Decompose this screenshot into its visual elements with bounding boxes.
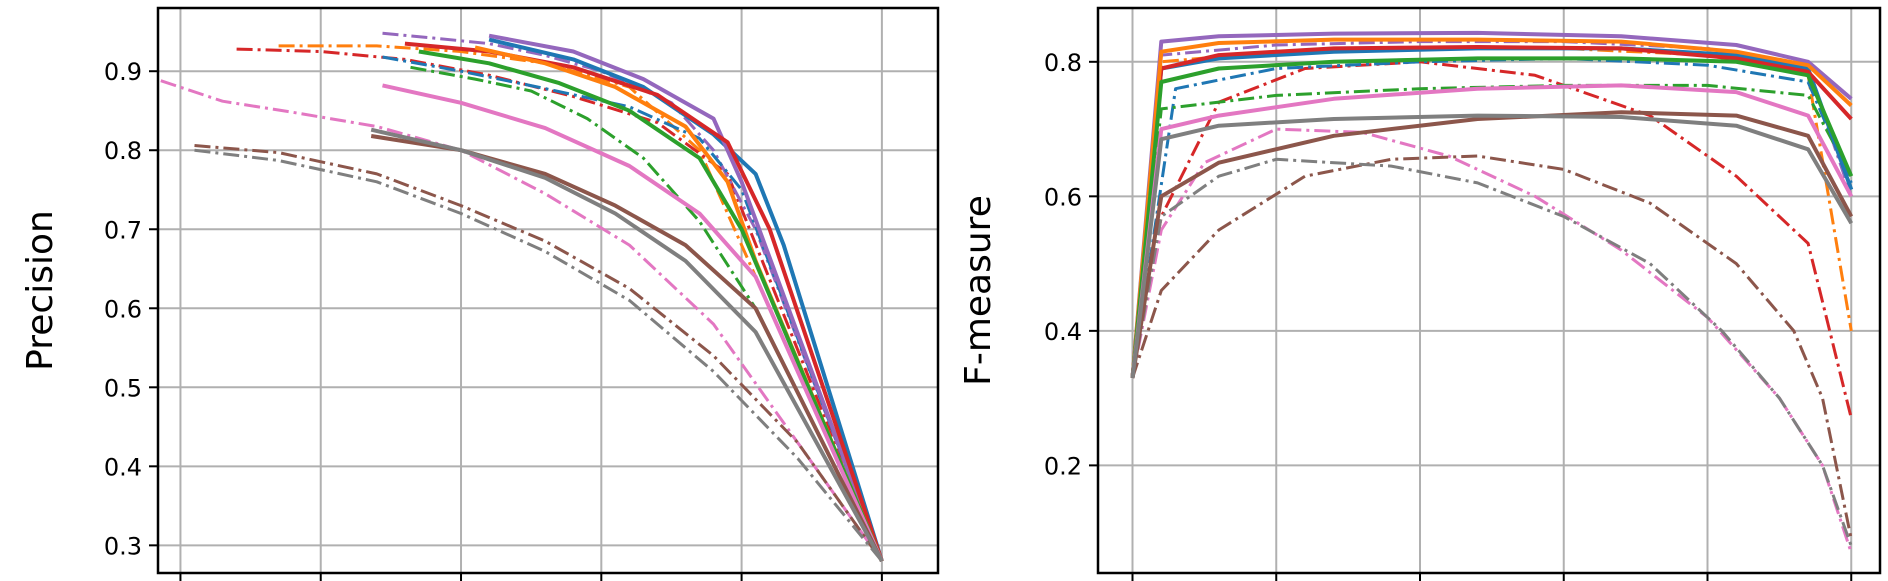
series-line-3 [382,55,884,562]
series-line-2 [382,31,884,562]
series-line-9 [1130,30,1853,379]
plot-frame [1096,6,1882,575]
series-line-15 [370,127,884,563]
series-line-13 [1130,83,1854,379]
y-tick-label: 0.7 [104,216,142,244]
y-axis-label: Precision [20,210,61,371]
series-line-12 [1130,56,1854,379]
y-tick-label: 0.8 [104,137,142,165]
y-axis-label: F-measure [958,195,999,386]
series-line-6 [194,144,884,562]
f-measure-chart: 0.2 0.4 0.6 0.8 F-measure [958,6,1882,581]
y-tick-label: 0.6 [104,295,142,323]
y-axis: 0.3 0.4 0.5 0.6 0.7 0.8 0.9 [104,58,158,560]
y-tick-label: 0.5 [104,374,142,402]
series-line-9 [488,33,884,562]
series-group [1130,30,1854,554]
grid [1098,8,1880,573]
series-line-7 [1131,157,1853,547]
y-tick-label: 0.9 [104,58,142,86]
series-line-15 [1130,113,1854,379]
y-tick-label: 0.2 [1044,452,1082,480]
series-group [160,31,884,563]
series-line-7 [194,148,884,563]
series-line-5 [160,79,884,562]
series-line-14 [1130,110,1854,379]
y-tick-label: 0.4 [1044,318,1082,346]
series-line-12 [418,49,884,562]
series-line-13 [382,83,884,562]
series-line-11 [1130,37,1853,379]
series-line-1 [1131,60,1853,419]
y-axis: 0.2 0.4 0.6 0.8 [1044,49,1098,480]
series-line-6 [1131,154,1853,540]
precision-chart: 0.3 0.4 0.5 0.6 0.7 0.8 0.9 Precision [20,6,940,581]
y-tick-label: 0.4 [104,453,142,481]
plot-frame [156,6,940,575]
y-tick-label: 0.8 [1044,49,1082,77]
y-tick-label: 0.6 [1044,183,1082,211]
series-line-10 [1130,45,1853,379]
y-tick-label: 0.3 [104,532,142,560]
series-line-0 [278,44,884,562]
